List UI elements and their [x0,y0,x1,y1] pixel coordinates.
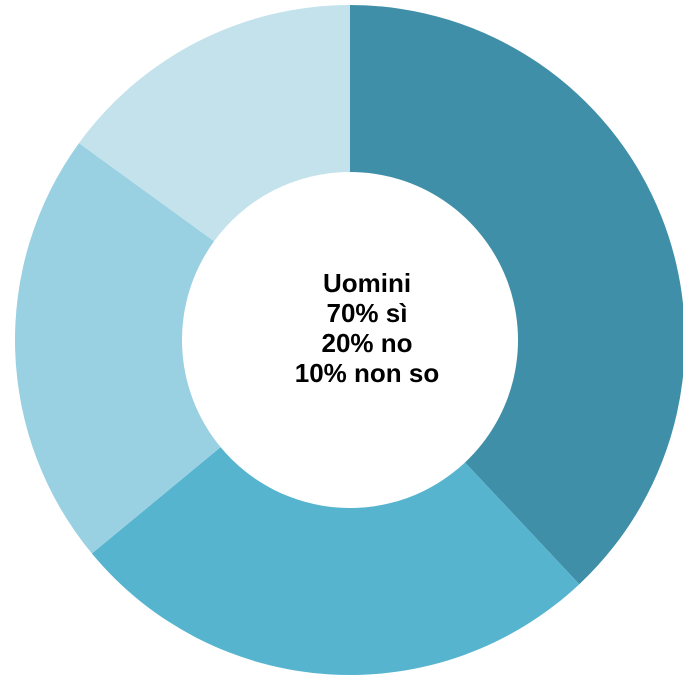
center-label-line-1: Uomini [322,268,412,298]
donut-slice-3 [14,143,221,554]
center-label: Uomini 70% sì 20% no 10% non so [217,268,517,388]
center-label-line-3: 20% no [321,328,413,358]
center-label-line-4: 10% non so [294,358,440,388]
donut-slice-2 [91,447,580,675]
donut-slice-1 [350,5,683,585]
donut-slice-4 [78,5,350,242]
center-label-line-2: 70% sì [326,298,408,328]
